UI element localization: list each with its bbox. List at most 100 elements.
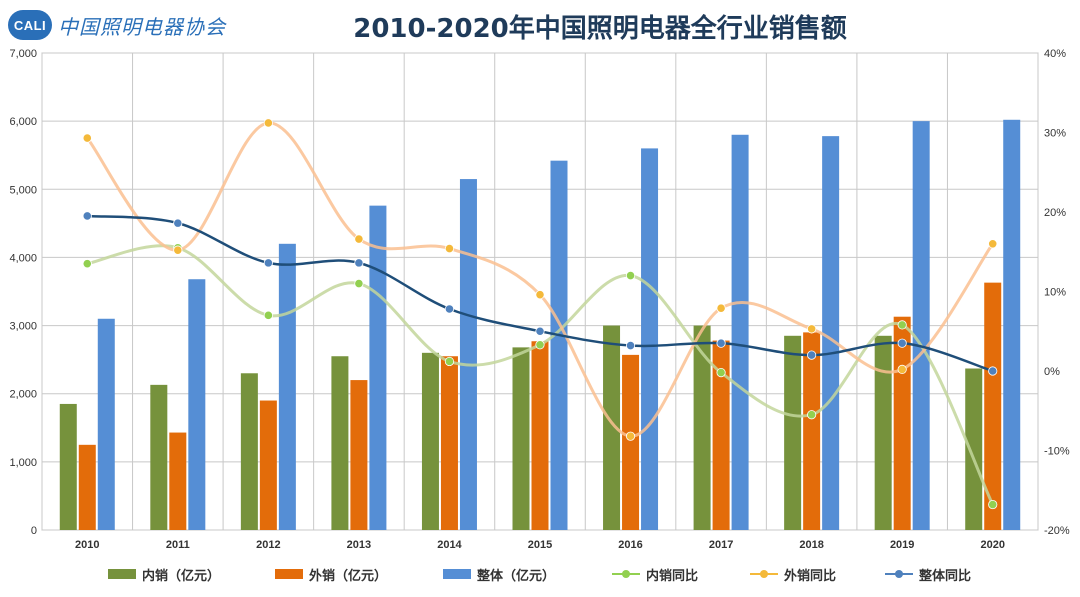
bar [731,134,749,530]
y-left-tick-label: 5,000 [9,184,37,196]
line-point [716,338,726,348]
line-point [716,303,726,313]
line-point [807,410,817,420]
bar [784,335,802,530]
y-right-tick-label: 30% [1044,128,1066,140]
y-right-tick-label: 40% [1044,48,1066,60]
legend-swatch-bar [275,569,303,579]
y-left-tick-label: 6,000 [9,116,37,128]
bar [97,318,115,530]
bar [350,380,368,530]
legend-item: 内销（亿元） [108,562,220,586]
bar [912,121,930,531]
legend-swatch-line [750,569,778,579]
bar [693,325,711,530]
legend-item: 外销（亿元） [275,562,387,586]
line-point [82,133,92,143]
combo-chart: 0 1,000 2,000 3,000 4,000 5,000 6,000 7,000 -20%… [9,48,1070,551]
legend-label: 整体（亿元） [477,568,556,584]
bar [59,403,77,530]
line-point [82,259,92,269]
y-right-tick-label: 10% [1044,287,1066,299]
x-tick-label: 2013 [347,539,371,551]
x-tick-label: 2018 [799,539,823,551]
legend-item: 外销同比 [750,562,836,586]
legend-swatch-line [885,569,913,579]
chart-title: 2010-2020年中国照明电器全行业销售额 [353,14,847,44]
line-point [897,364,907,375]
bar [369,205,387,530]
line-point [354,234,364,244]
x-tick-label: 2019 [890,539,914,551]
line-point [444,356,455,367]
bar [421,352,439,530]
bar [169,432,187,530]
legend-label: 内销（亿元） [142,568,221,584]
legend-label: 外销（亿元） [309,568,388,584]
legend-label: 内销同比 [646,568,699,584]
line-point [716,367,726,378]
x-tick-label: 2014 [437,539,462,551]
x-tick-label: 2017 [709,539,733,551]
bar [641,148,659,530]
y-left-tick-label: 4,000 [9,252,37,264]
y-right-tick-label: 20% [1044,207,1066,219]
line-point [807,324,817,334]
line-point [988,366,998,376]
y-left-tick-label: 7,000 [9,48,37,60]
line-point [897,320,907,330]
bar [188,279,206,530]
bar [822,136,840,531]
line-point [354,258,364,268]
line-point [263,258,273,268]
bar [1003,119,1021,530]
line-point [535,340,545,350]
bar [440,356,458,530]
line-point [625,431,636,441]
line-point [535,326,545,336]
line-point [897,338,907,348]
bar [240,373,258,530]
legend-swatch-line [612,569,640,579]
bar [603,325,621,530]
x-tick-label: 2020 [980,539,1004,551]
bar [531,341,549,530]
bar [874,335,892,530]
bar [459,179,477,531]
x-tick-label: 2010 [75,539,99,551]
bar [893,316,911,530]
line-point [988,239,998,249]
bar [803,332,821,530]
x-tick-label: 2011 [166,539,190,551]
legend-label: 整体同比 [919,568,972,584]
bar [259,400,277,530]
bar [331,356,349,530]
bar [712,340,730,530]
series-line [86,244,995,506]
y-left-tick-label: 2,000 [9,389,37,401]
line-point [173,218,183,228]
x-tick-label: 2012 [256,539,280,551]
legend-label: 外销同比 [784,568,837,584]
legend-item: 整体（亿元） [443,562,555,586]
logo-text: 中国照明电器协会 [58,14,226,39]
y-right-tick-label: -20% [1044,525,1070,537]
line-point [625,340,636,351]
y-left-tick-label: 0 [31,525,37,537]
legend-item: 内销同比 [612,562,698,586]
y-left-tick-label: 3,000 [9,321,37,333]
line-point [444,243,455,254]
y-right-tick-label: -10% [1044,446,1070,458]
y-left-tick-label: 1,000 [9,457,37,469]
line-point [263,118,273,128]
legend-swatch-bar [443,569,471,579]
line-point [807,350,817,360]
line-point [173,245,183,255]
line-point [535,290,545,300]
legend-item: 整体同比 [885,562,971,586]
logo-badge-icon: CALI [8,10,52,40]
x-tick-label: 2015 [528,539,552,551]
y-right-tick-label: 0% [1044,366,1060,378]
line-point [82,211,92,221]
bar [78,444,96,530]
